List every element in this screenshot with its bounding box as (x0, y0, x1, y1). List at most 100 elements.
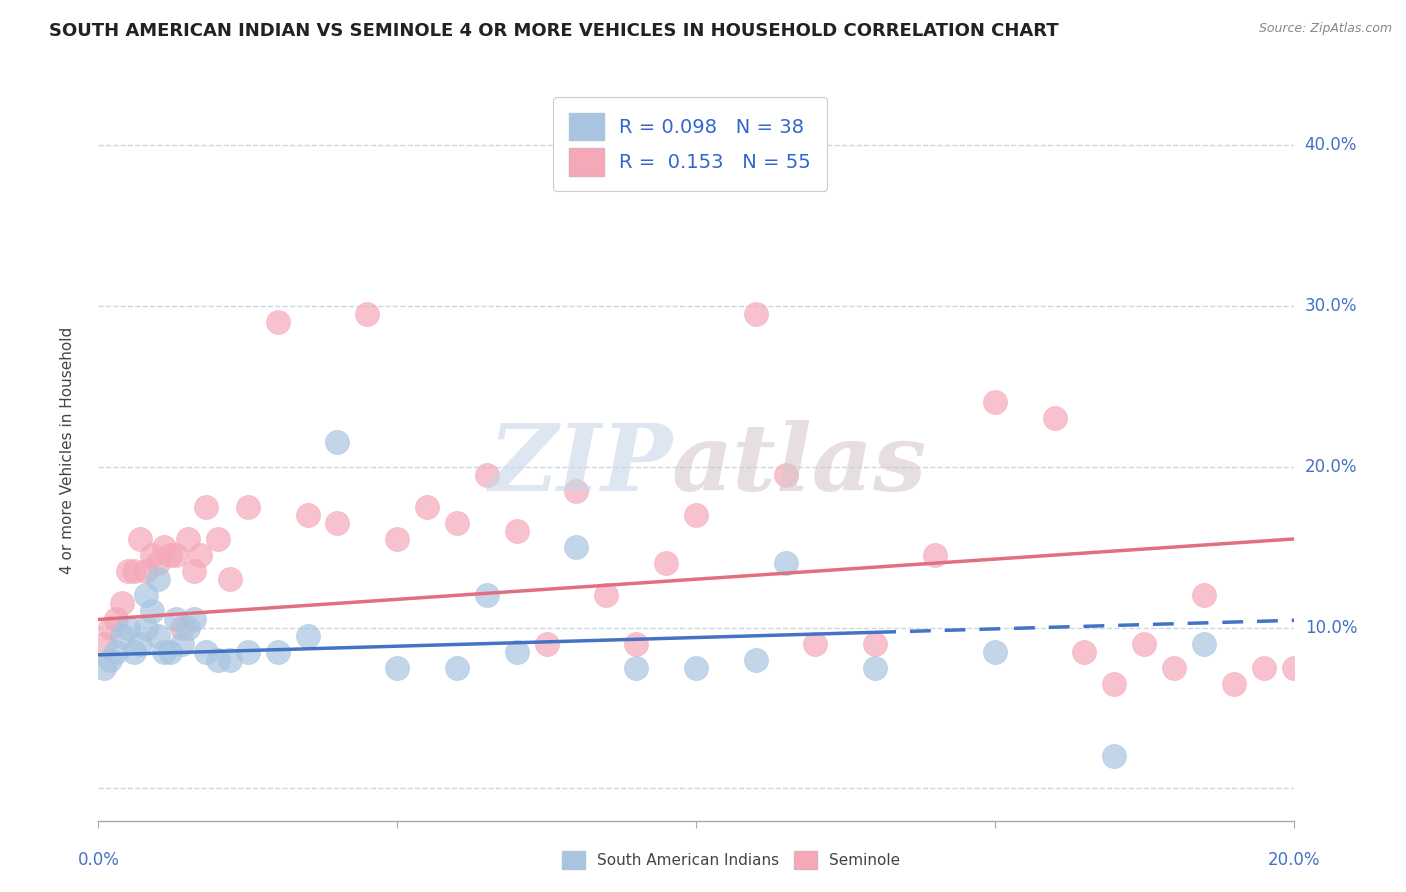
Text: atlas: atlas (672, 420, 928, 510)
Point (865, 661, 887, 675)
Point (655, 556, 678, 570)
Point (183, 612, 205, 626)
Point (385, 532, 409, 546)
Point (745, 307, 768, 321)
Point (775, 467, 797, 482)
Point (207, 653, 229, 667)
Text: 30.0%: 30.0% (1305, 297, 1357, 315)
Point (135, 588, 157, 602)
Legend: South American Indians, Seminole: South American Indians, Seminole (555, 845, 907, 875)
Text: 40.0%: 40.0% (1305, 136, 1357, 153)
Point (506, 645, 529, 659)
Point (129, 637, 152, 651)
Point (236, 645, 259, 659)
Point (297, 628, 319, 642)
Point (1312, 669, 1334, 683)
Point (1192, 637, 1215, 651)
Text: Source: ZipAtlas.com: Source: ZipAtlas.com (1258, 22, 1392, 36)
Point (685, 661, 707, 675)
Point (207, 532, 229, 546)
Point (297, 508, 319, 522)
Point (685, 508, 707, 522)
Point (165, 612, 187, 626)
Point (165, 548, 187, 562)
Point (626, 661, 648, 675)
Point (135, 564, 157, 578)
Point (804, 637, 827, 651)
Point (135, 620, 157, 634)
Point (141, 604, 163, 618)
Point (924, 548, 946, 562)
Point (219, 653, 242, 667)
Point (416, 500, 439, 514)
Point (183, 564, 205, 578)
Point (536, 637, 558, 651)
Point (219, 572, 242, 586)
Point (111, 596, 134, 610)
Point (1043, 411, 1066, 425)
Point (267, 645, 290, 659)
Point (626, 637, 648, 651)
Point (865, 637, 887, 651)
Point (111, 628, 134, 642)
Point (1104, 677, 1126, 691)
Text: SOUTH AMERICAN INDIAN VS SEMINOLE 4 OR MORE VEHICLES IN HOUSEHOLD CORRELATION CH: SOUTH AMERICAN INDIAN VS SEMINOLE 4 OR M… (49, 22, 1059, 40)
Point (326, 516, 349, 530)
Point (984, 645, 1007, 659)
Point (1343, 685, 1365, 699)
Point (177, 620, 200, 634)
Point (475, 467, 498, 482)
Point (1372, 516, 1395, 530)
Point (446, 661, 468, 675)
Point (1402, 645, 1406, 659)
Text: 10.0%: 10.0% (1305, 618, 1357, 637)
Point (93, 661, 115, 675)
Legend: R = 0.098   N = 38, R =  0.153   N = 55: R = 0.098 N = 38, R = 0.153 N = 55 (554, 97, 827, 191)
Point (385, 661, 409, 675)
Point (117, 564, 139, 578)
Point (105, 612, 128, 626)
Point (177, 532, 200, 546)
Point (148, 628, 170, 642)
Text: 0.0%: 0.0% (77, 851, 120, 869)
Point (236, 500, 259, 514)
Y-axis label: 4 or more Vehicles in Household: 4 or more Vehicles in Household (60, 326, 75, 574)
Point (93, 637, 115, 651)
Point (267, 315, 290, 329)
Point (565, 483, 588, 498)
Point (159, 645, 181, 659)
Text: ZIP: ZIP (488, 420, 672, 510)
Point (506, 524, 529, 538)
Point (153, 645, 176, 659)
Point (1163, 661, 1185, 675)
Point (195, 645, 218, 659)
Point (172, 620, 194, 634)
Point (148, 556, 170, 570)
Point (129, 532, 152, 546)
Point (1223, 677, 1246, 691)
Point (98, 653, 122, 667)
Point (124, 645, 146, 659)
Point (1192, 588, 1215, 602)
Point (1253, 661, 1275, 675)
Point (195, 500, 218, 514)
Point (105, 645, 128, 659)
Point (98, 620, 122, 634)
Point (1133, 637, 1156, 651)
Point (1073, 645, 1095, 659)
Point (141, 548, 163, 562)
Point (159, 548, 181, 562)
Point (745, 653, 768, 667)
Point (984, 395, 1007, 409)
Point (188, 548, 211, 562)
Text: 20.0%: 20.0% (1305, 458, 1357, 475)
Point (565, 540, 588, 554)
Point (775, 556, 797, 570)
Text: 20.0%: 20.0% (1267, 851, 1320, 869)
Point (1104, 749, 1126, 764)
Point (153, 540, 176, 554)
Point (356, 307, 378, 321)
Point (326, 435, 349, 450)
Point (446, 516, 468, 530)
Point (117, 620, 139, 634)
